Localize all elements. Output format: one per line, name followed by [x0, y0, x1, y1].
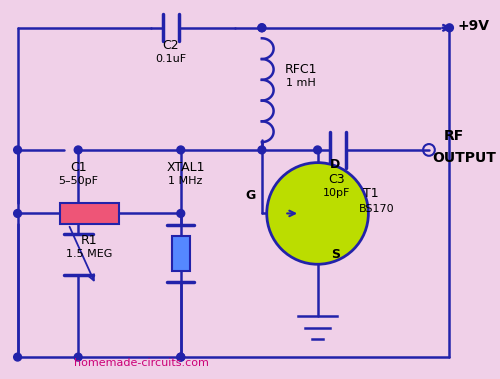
- Text: BS170: BS170: [358, 204, 394, 213]
- Text: 5–50pF: 5–50pF: [58, 176, 98, 186]
- Text: RFC1: RFC1: [284, 63, 317, 76]
- Circle shape: [177, 146, 184, 154]
- Circle shape: [74, 353, 82, 361]
- Circle shape: [74, 146, 82, 154]
- Text: RF: RF: [444, 129, 464, 143]
- Circle shape: [446, 24, 454, 32]
- Text: XTAL1: XTAL1: [166, 161, 205, 174]
- Text: 1 mH: 1 mH: [286, 78, 316, 88]
- Circle shape: [14, 353, 22, 361]
- Text: homemade-circuits.com: homemade-circuits.com: [74, 358, 209, 368]
- Text: D: D: [330, 158, 340, 171]
- Circle shape: [14, 146, 22, 154]
- Text: OUTPUT: OUTPUT: [432, 151, 496, 165]
- Text: C1: C1: [70, 161, 86, 174]
- Circle shape: [177, 210, 184, 217]
- Text: R1: R1: [81, 234, 98, 247]
- Circle shape: [258, 24, 266, 32]
- Bar: [60, 203, 118, 224]
- Text: 0.1uF: 0.1uF: [156, 54, 186, 64]
- Text: T1: T1: [364, 187, 379, 200]
- Circle shape: [177, 353, 184, 361]
- Bar: [172, 236, 190, 271]
- Circle shape: [177, 353, 184, 361]
- Text: +9V: +9V: [458, 19, 490, 33]
- Text: 10pF: 10pF: [322, 188, 350, 198]
- Text: G: G: [245, 190, 256, 202]
- Text: 1 MHz: 1 MHz: [168, 176, 203, 186]
- Circle shape: [258, 146, 266, 154]
- Text: C2: C2: [162, 39, 180, 52]
- Text: S: S: [330, 248, 340, 261]
- Text: C3: C3: [328, 173, 344, 186]
- Circle shape: [14, 210, 22, 217]
- Circle shape: [267, 163, 368, 264]
- Text: 1.5 MEG: 1.5 MEG: [66, 249, 112, 260]
- Circle shape: [258, 24, 266, 32]
- Circle shape: [314, 146, 322, 154]
